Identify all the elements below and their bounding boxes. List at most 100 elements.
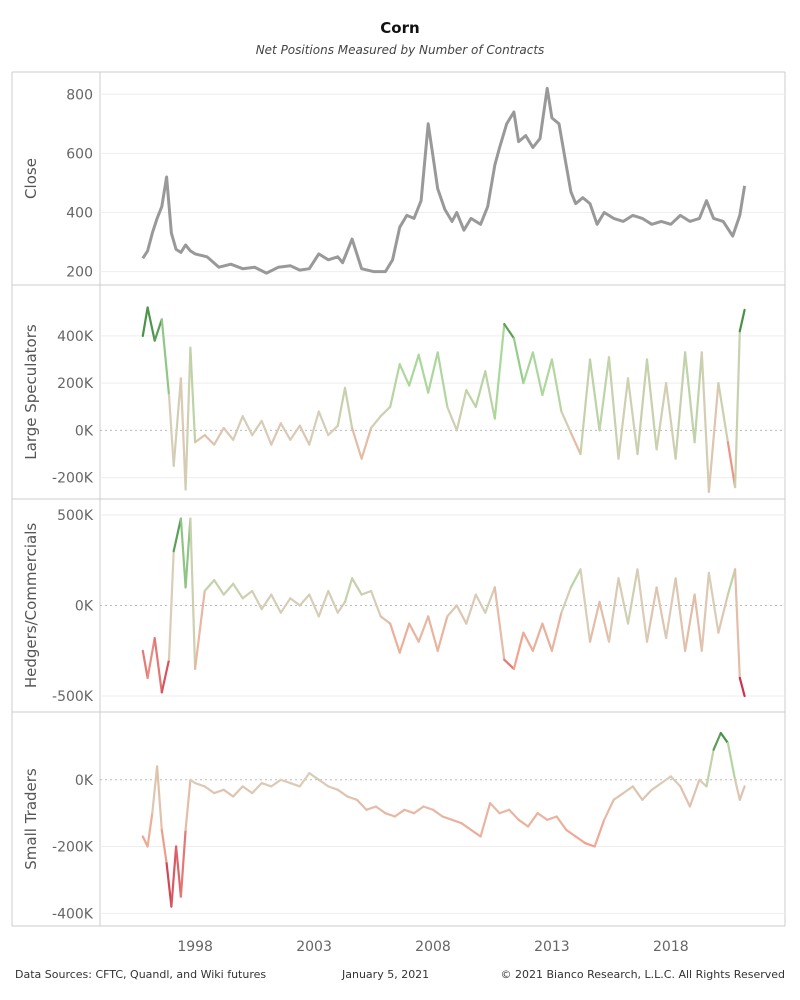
series-segment <box>427 615 439 652</box>
y-axis-title: Close <box>22 158 40 199</box>
series-segment <box>593 818 606 848</box>
series-segment <box>465 389 477 408</box>
y-tick-label: 0K <box>75 423 94 439</box>
series-segment <box>541 358 554 397</box>
series-segment <box>172 377 182 467</box>
series-segment <box>203 785 216 795</box>
series-segment <box>579 358 592 456</box>
series-segment <box>222 788 235 798</box>
series-segment <box>327 589 339 614</box>
series-segment <box>707 382 720 493</box>
series-segment <box>664 382 677 460</box>
series-segment <box>260 419 273 446</box>
series-segment <box>184 346 192 491</box>
series-segment <box>156 765 163 832</box>
x-tick-label: 2013 <box>534 939 570 955</box>
series-segment <box>598 356 611 432</box>
series-segment <box>693 351 703 444</box>
series-segment <box>213 578 225 596</box>
y-tick-label: 200K <box>57 376 94 392</box>
series-segment <box>153 318 163 342</box>
series-segment <box>232 785 244 798</box>
chart-title: Corn <box>380 19 420 37</box>
y-axis-title: Hedgers/Commercials <box>22 523 40 689</box>
series-segment <box>389 363 401 408</box>
series-segment <box>503 658 516 671</box>
series-segment <box>700 571 711 652</box>
y-tick-label: 400 <box>66 205 93 221</box>
series-segment <box>146 306 156 342</box>
series-segment <box>417 353 430 394</box>
series-segment <box>441 815 454 821</box>
series-segment <box>327 785 339 791</box>
series-segment <box>153 636 163 694</box>
series-segment <box>336 386 347 427</box>
series-segment <box>189 346 197 444</box>
series-segment <box>360 426 373 460</box>
footer-data-sources: Data Sources: CFTC, Quandl, and Wiki fut… <box>15 968 267 981</box>
series-segment <box>151 765 159 815</box>
series-segment <box>241 415 254 437</box>
x-tick-label: 2008 <box>415 939 451 955</box>
series-segment <box>336 600 347 614</box>
series-segment <box>738 785 746 801</box>
y-tick-label: 0K <box>75 773 94 789</box>
series-segment <box>179 828 187 898</box>
series-segment <box>365 805 377 811</box>
series-segment <box>522 351 535 385</box>
series-segment <box>343 577 354 604</box>
series-segment <box>484 586 496 614</box>
series-segment <box>717 382 730 444</box>
series-segment <box>636 568 649 643</box>
series-segment <box>719 731 730 745</box>
series-segment <box>474 370 487 408</box>
series-line <box>141 306 746 493</box>
series-segment <box>560 410 573 434</box>
y-axis-title: Small Traders <box>22 768 40 870</box>
series-segment <box>393 808 406 818</box>
series-segment <box>298 593 311 607</box>
series-segment <box>298 424 311 446</box>
series-segment <box>498 808 511 815</box>
series-segment <box>213 426 225 446</box>
series-segment <box>379 405 392 418</box>
series-segment <box>213 788 225 795</box>
series-segment <box>160 828 168 865</box>
series-segment <box>569 568 582 589</box>
y-tick-label: 200 <box>66 265 93 281</box>
series-segment <box>522 631 535 652</box>
series-segment <box>422 805 435 811</box>
y-tick-label: -400K <box>52 906 94 922</box>
x-tick-label: 2018 <box>653 939 689 955</box>
series-segment <box>531 351 544 397</box>
series-segment <box>270 422 282 446</box>
series-segment <box>688 778 701 808</box>
series-segment <box>343 386 354 430</box>
footer-copyright: © 2021 Bianco Research, L.L.C. All Right… <box>500 968 785 981</box>
series-segment <box>726 441 737 489</box>
series-segment <box>733 778 741 801</box>
series-segment <box>170 845 178 908</box>
series-segment <box>733 568 741 680</box>
series-segment <box>436 615 449 652</box>
series-segment <box>141 649 149 680</box>
series-segment <box>167 550 175 661</box>
series-segment <box>270 778 282 788</box>
series-segment <box>251 781 263 795</box>
series-segment <box>645 586 658 643</box>
series-segment <box>631 785 644 801</box>
series-segment <box>626 377 639 456</box>
series-segment <box>683 593 696 652</box>
series-segment <box>317 778 330 788</box>
series-segment <box>517 818 530 828</box>
series-segment <box>565 828 577 838</box>
series-segment <box>179 517 187 589</box>
series-segment <box>203 578 216 593</box>
series-segment <box>179 377 187 491</box>
series-segment <box>512 337 525 385</box>
series-segment <box>712 731 722 751</box>
y-tick-label: -200K <box>52 840 94 856</box>
series-segment <box>617 577 630 625</box>
series-segment <box>203 434 216 446</box>
